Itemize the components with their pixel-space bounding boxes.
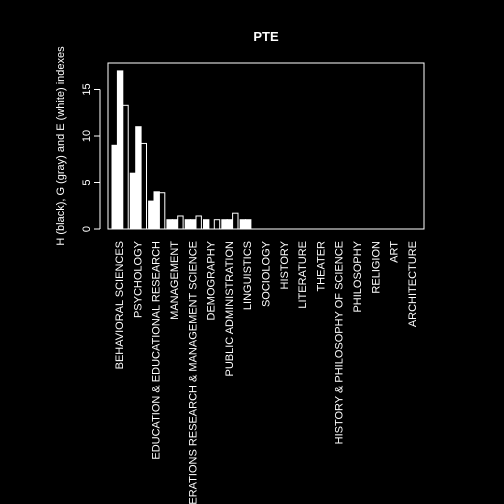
x-tick-label: ART <box>389 241 401 263</box>
y-axis-label: H (black), G (gray) and E (white) indexe… <box>55 46 67 246</box>
bar-h <box>129 172 137 230</box>
bar-e <box>177 215 184 230</box>
x-tick-label: EDUCATION & EDUCATIONAL RESEARCH <box>151 241 163 460</box>
bar-g <box>116 70 124 230</box>
x-tick-label: DEMOGRAPHY <box>206 240 218 320</box>
bar-g <box>135 126 142 230</box>
bar-g <box>226 219 234 230</box>
x-tick-label: RELIGION <box>370 241 382 294</box>
bar-e <box>232 212 239 230</box>
bar-h <box>166 219 173 230</box>
bar-e <box>140 142 148 230</box>
y-axis: 0 5 10 15 <box>81 83 101 232</box>
y-tick-label: 0 <box>81 226 93 232</box>
y-tick-label: 15 <box>81 83 93 95</box>
chart-title: PTE <box>253 29 279 44</box>
bar-g <box>245 219 252 230</box>
x-axis-labels: BEHAVIORAL SCIENCES PSYCHOLOGY EDUCATION &… <box>114 240 419 504</box>
x-tick-label: HISTORY & PHILOSOPHY OF SCIENCE <box>334 241 346 444</box>
x-tick-label: PUBLIC ADMINISTRATION <box>224 241 236 377</box>
x-tick-label: HISTORY <box>279 240 291 289</box>
bar-h <box>111 144 118 230</box>
bar-h <box>203 219 210 230</box>
x-tick-label: ARCHITECTURE <box>407 241 419 327</box>
x-tick-label: THEATER <box>315 241 327 292</box>
x-tick-label: LINGUISTICS <box>242 241 254 310</box>
x-tick-label: PHILOSOPHY <box>352 240 364 312</box>
bar-g <box>153 191 160 230</box>
x-tick-label: MANAGEMENT <box>169 241 181 320</box>
bar-g <box>171 219 179 230</box>
x-tick-label: BEHAVIORAL SCIENCES <box>114 241 126 369</box>
bar-e <box>213 219 221 230</box>
bar-e <box>122 104 129 230</box>
y-tick-label: 5 <box>81 179 93 185</box>
x-tick-label: LITERATURE <box>297 241 309 309</box>
bar-e <box>158 192 166 230</box>
plot-frame <box>107 62 425 230</box>
y-tick-label: 10 <box>81 130 93 142</box>
bar-h <box>184 219 192 230</box>
bar-h <box>148 200 155 230</box>
bars <box>111 70 252 230</box>
x-tick-label: OPERATIONS RESEARCH & MANAGEMENT SCIENCE <box>187 241 199 504</box>
x-tick-label: SOCIOLOGY <box>261 240 273 307</box>
bar-h <box>221 219 228 230</box>
x-tick-label: PSYCHOLOGY <box>132 240 144 318</box>
bar-h <box>239 219 247 230</box>
bar-g <box>190 219 197 230</box>
bar-e <box>195 215 202 230</box>
